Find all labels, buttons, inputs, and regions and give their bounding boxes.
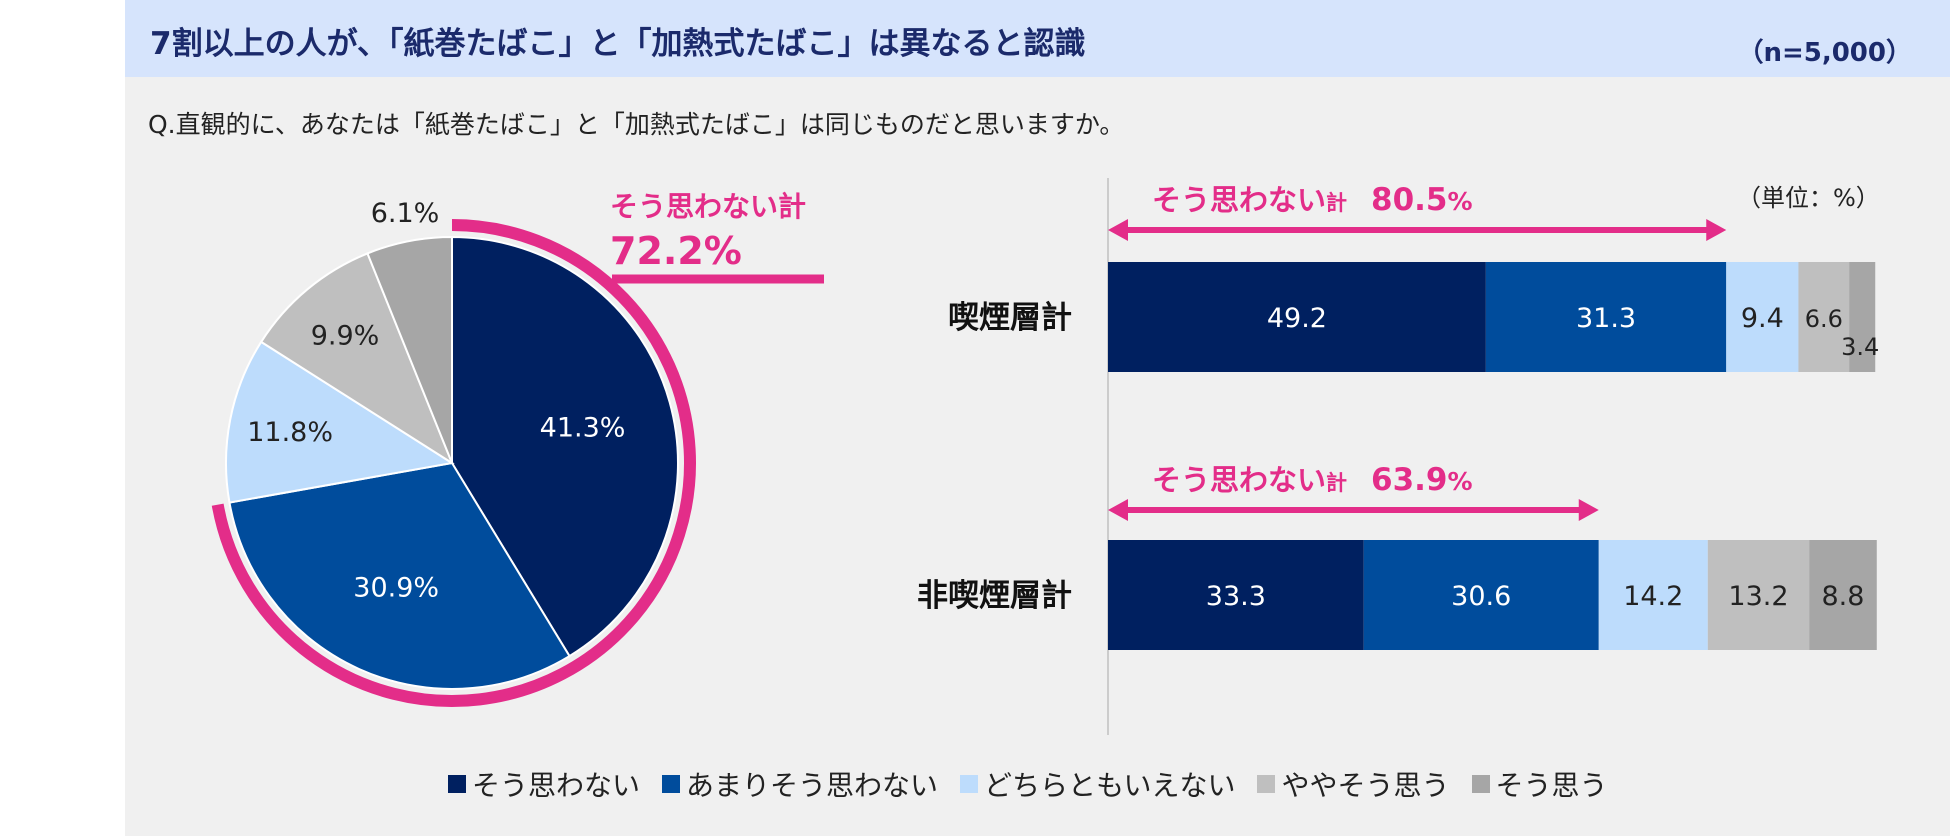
pie-slice	[225, 340, 455, 504]
legend-label: そう思わない	[472, 769, 641, 802]
bar-data-label: 8.8	[1821, 581, 1864, 612]
legend-swatch	[662, 775, 681, 793]
legend-label: ややそう思う	[1281, 769, 1450, 802]
pie-slice	[259, 252, 455, 466]
pie-slice	[228, 461, 571, 690]
sample-size: （n=5,000）	[1737, 38, 1912, 68]
bar-segment	[1108, 262, 1486, 372]
legend-item: あまりそう思わない	[662, 764, 938, 804]
pie-slice	[451, 235, 679, 658]
legend-label: そう思う	[1495, 769, 1608, 802]
bar-data-label: 3.4	[1841, 333, 1879, 361]
page-title: 7割以上の人が、「紙巻たばこ」と「加熱式たばこ」は異なると認識	[150, 26, 1086, 62]
bar-callout-label: そう思わない計 63.9%	[1152, 462, 1473, 498]
pie-data-label: 6.1%	[371, 198, 440, 229]
bar-segment	[1485, 262, 1727, 372]
arrow-left-icon	[1108, 219, 1128, 241]
bar-callout-label: そう思わない計 80.5%	[1152, 182, 1473, 218]
pie-callout-arc	[211, 219, 696, 707]
legend-swatch	[448, 775, 466, 793]
question-text: Q.直観的に、あなたは「紙巻たばこ」と「加熱式たばこ」は同じものだと思いますか。	[148, 110, 1125, 139]
pie-chart: 41.3% 30.9% 11.8% 9.9% 6.1%	[211, 198, 824, 707]
arrow-right-icon	[1706, 219, 1727, 241]
legend-swatch	[1257, 775, 1276, 793]
arrow-left-icon	[1108, 499, 1128, 521]
pie-data-label: 9.9%	[311, 320, 380, 351]
pie-callout: そう思わない計 72.2%	[610, 190, 806, 273]
bar-data-label: 31.3	[1576, 303, 1636, 334]
bar-segment	[1726, 262, 1799, 372]
bar-data-label: 6.6	[1805, 305, 1843, 333]
pie-data-label: 11.8%	[247, 417, 333, 448]
bar-segment	[1108, 540, 1364, 650]
header-bar	[125, 0, 1950, 77]
bar-category-label: 喫煙層計	[948, 300, 1072, 336]
legend-item: そう思わない	[448, 764, 640, 804]
pie-slice	[366, 235, 453, 464]
legend-label: どちらともいえない	[984, 769, 1236, 802]
pie-callout-value: 72.2%	[610, 229, 742, 273]
bar-data-label: 49.2	[1267, 303, 1327, 334]
bar-category-label: 非喫煙層計	[917, 578, 1072, 614]
bar-chart: 喫煙層計 49.2 31.3 9.4 6.63.4 非喫煙層計 33.3 30.6 14.2 13…	[917, 182, 1879, 650]
legend-swatch	[1471, 775, 1490, 793]
pie-data-label: 41.3%	[540, 412, 626, 443]
bar-data-label: 33.3	[1206, 581, 1266, 612]
legend-item: どちらともいえない	[960, 764, 1235, 804]
bar-segment	[1707, 540, 1810, 650]
pie-callout-label: そう思わない計	[610, 190, 806, 223]
pie-data-label: 30.9%	[353, 573, 439, 604]
legend-item: そう思う	[1471, 764, 1608, 804]
bar-segment	[1363, 540, 1599, 650]
arrow-right-icon	[1578, 499, 1599, 521]
legend-swatch	[960, 775, 979, 793]
bar-data-label: 9.4	[1741, 303, 1784, 334]
bar-data-label: 14.2	[1623, 581, 1683, 612]
bar-data-label: 30.6	[1451, 581, 1511, 612]
bar-segment	[1809, 540, 1877, 650]
unit-label: （単位：%）	[1737, 184, 1880, 212]
legend-label: あまりそう思わない	[686, 769, 939, 802]
legend-item: ややそう思う	[1257, 764, 1450, 804]
bar-segment	[1598, 540, 1708, 650]
legend: そう思わない あまりそう思わない どちらともいえない ややそう思う そう思う	[448, 764, 1630, 804]
bar-data-label: 13.2	[1728, 581, 1788, 612]
bar-segment	[1798, 262, 1850, 372]
bar-segment	[1849, 262, 1876, 372]
